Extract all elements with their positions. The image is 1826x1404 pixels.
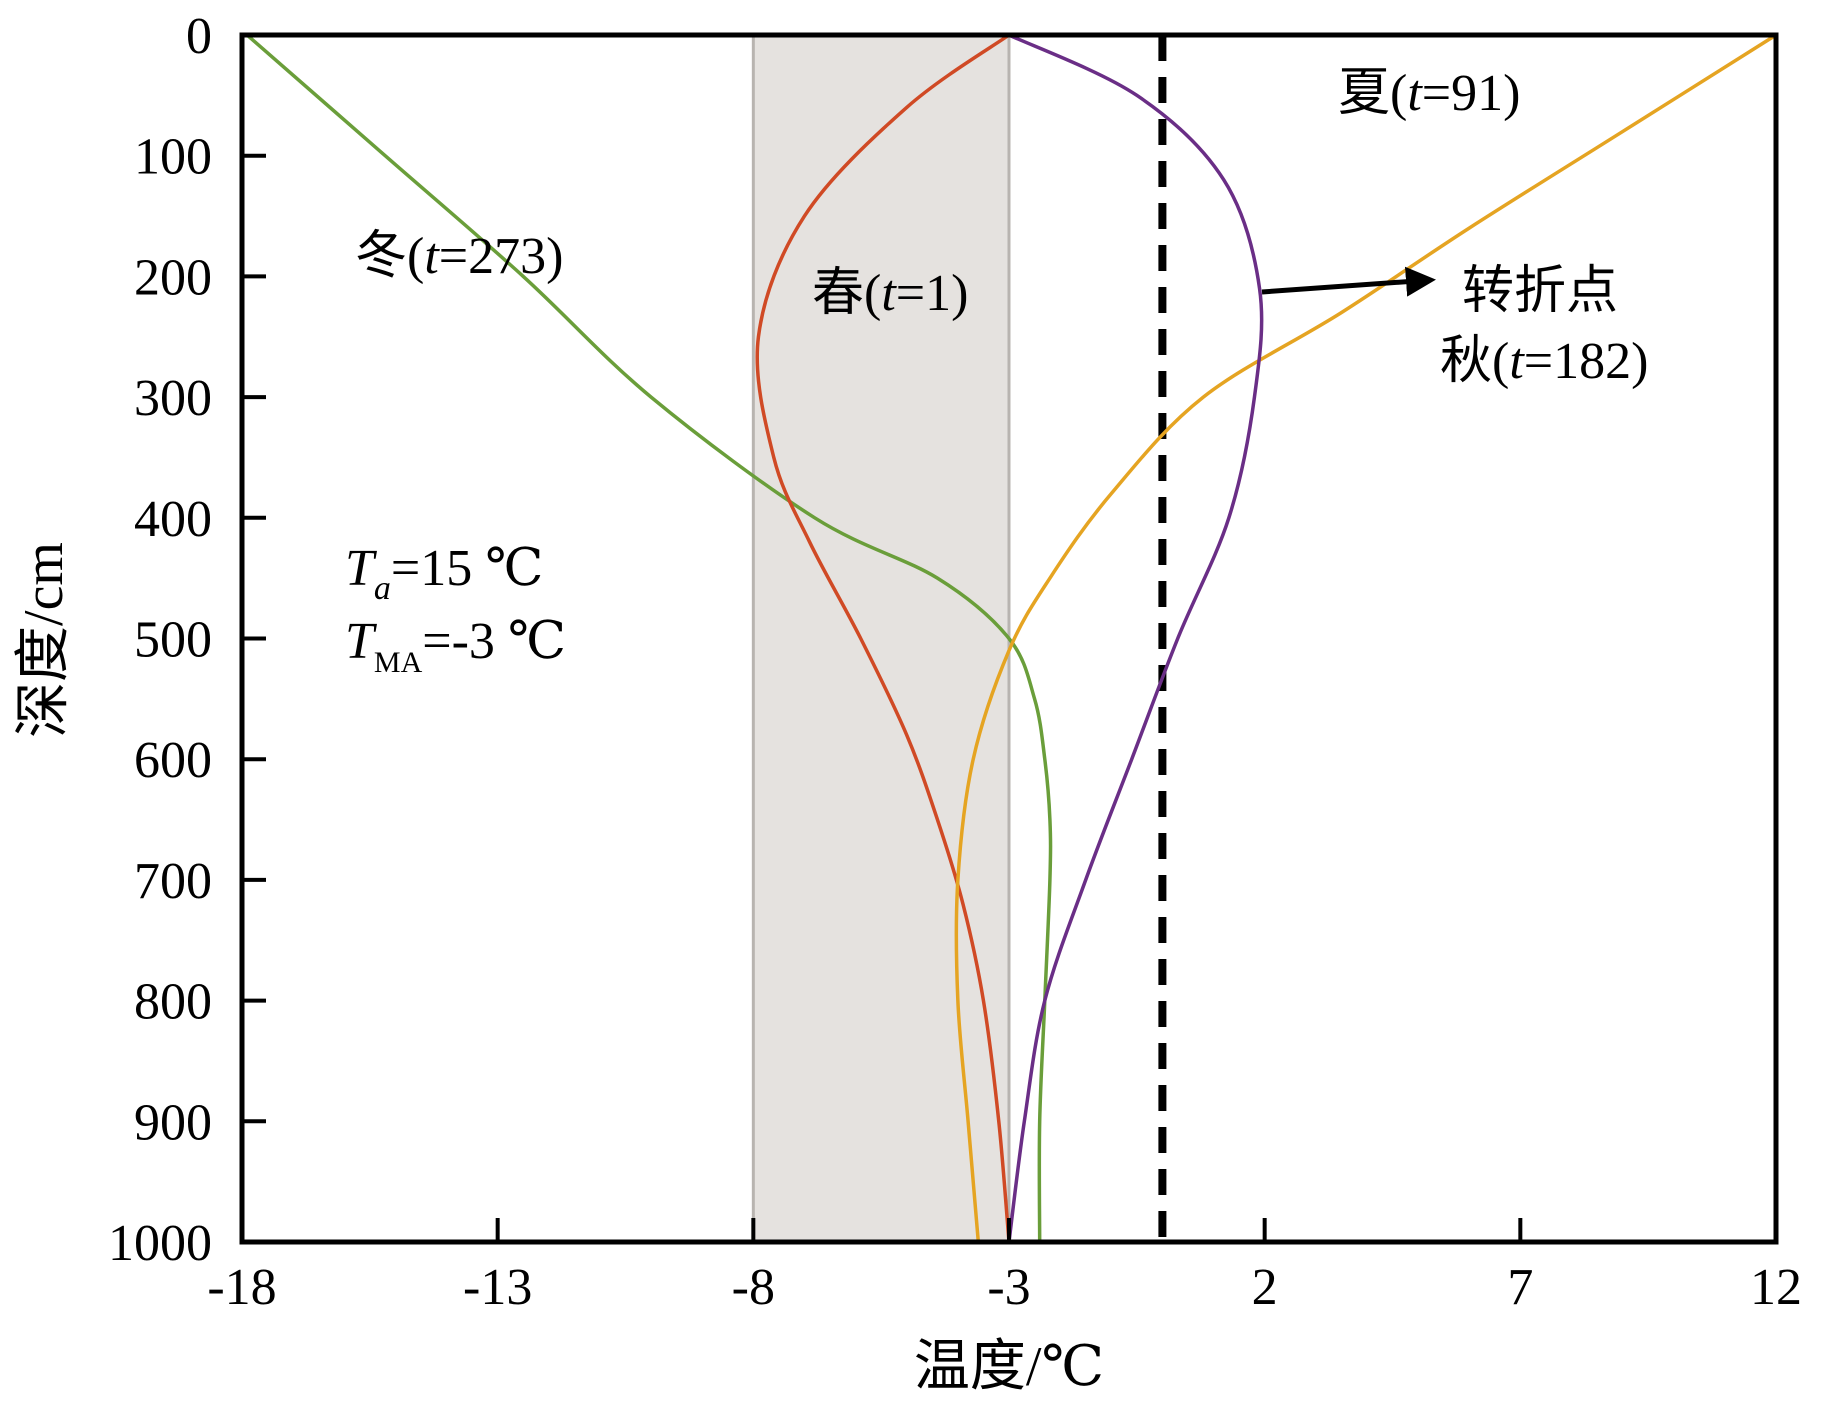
y-tick-label: 300 — [134, 370, 212, 427]
y-tick-label: 100 — [134, 129, 212, 186]
x-tick-label: 2 — [1252, 1259, 1278, 1316]
series-layer — [245, 35, 1776, 1242]
y-tick-label: 900 — [134, 1094, 212, 1151]
x-tick-label: 7 — [1507, 1259, 1533, 1316]
series-line-1 — [755, 35, 1011, 1242]
y-tick-label: 500 — [134, 612, 212, 669]
x-tick-label: -8 — [732, 1259, 775, 1316]
param-tma: TMA=-3 ℃ — [345, 613, 566, 679]
axis-ticks: -18 -13 -8 -3 2 7 12 0 100 200 300 400 500 600 700 800 9… — [108, 8, 1802, 1316]
y-axis-label: 深度/cm — [13, 542, 75, 738]
y-tick-label: 400 — [134, 491, 212, 548]
x-tick-label: -3 — [987, 1259, 1030, 1316]
shaded-band — [753, 35, 1009, 1242]
winter-label: 冬(t=273) — [355, 228, 563, 285]
turning-point-arrow — [1261, 266, 1436, 297]
series-line-2 — [954, 35, 1776, 1242]
y-tick-label: 800 — [134, 974, 212, 1031]
x-tick-label: -18 — [207, 1259, 276, 1316]
turning-point-label: 转折点 — [1462, 263, 1618, 320]
y-tick-label: 200 — [134, 249, 212, 306]
x-axis-label: 温度/℃ — [914, 1336, 1104, 1398]
summer-label: 夏(t=91) — [1338, 65, 1520, 122]
series-line-0 — [245, 35, 1053, 1242]
y-tick-label: 600 — [134, 732, 212, 789]
y-tick-label: 700 — [134, 853, 212, 910]
spring-label: 春(t=1) — [812, 265, 968, 322]
x-tick-label: 12 — [1750, 1259, 1802, 1316]
series-line-3 — [1007, 35, 1264, 1242]
y-tick-label: 1000 — [108, 1215, 212, 1272]
y-tick-label: 0 — [186, 8, 212, 65]
autumn-label: 秋(t=182) — [1440, 333, 1648, 390]
param-ta: Ta=15 ℃ — [345, 540, 543, 607]
shaded-band-layer — [751, 35, 1011, 1242]
x-tick-label: -13 — [463, 1259, 532, 1316]
